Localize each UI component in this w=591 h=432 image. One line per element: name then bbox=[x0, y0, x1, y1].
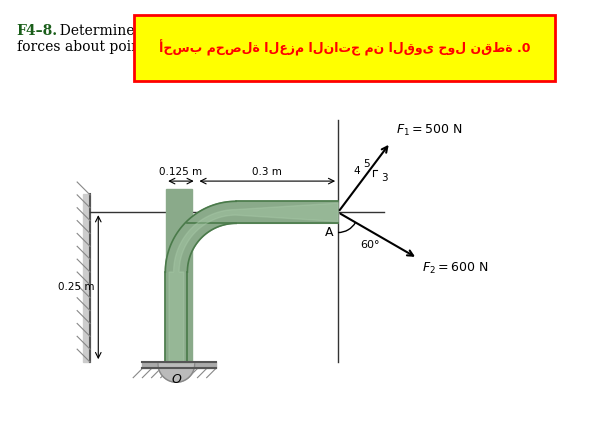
Text: 0.125 m: 0.125 m bbox=[160, 168, 203, 178]
Text: $F_2 = 600$ N: $F_2 = 600$ N bbox=[422, 261, 489, 276]
Text: $F_1 = 500$ N: $F_1 = 500$ N bbox=[396, 123, 462, 138]
Text: A: A bbox=[324, 226, 333, 239]
Polygon shape bbox=[142, 362, 216, 368]
Text: 60°: 60° bbox=[360, 240, 379, 250]
Text: أحسب محصلة العزم الناتج من القوى حول نقطة .0: أحسب محصلة العزم الناتج من القوى حول نقط… bbox=[159, 40, 530, 56]
Polygon shape bbox=[83, 194, 90, 362]
Text: 3: 3 bbox=[381, 173, 388, 183]
Text: F4–8.: F4–8. bbox=[17, 24, 58, 38]
Text: 4: 4 bbox=[353, 166, 360, 176]
Text: Determine the resultant moment produced by the: Determine the resultant moment produced … bbox=[51, 24, 412, 38]
Text: O: O bbox=[171, 373, 181, 386]
Text: 5: 5 bbox=[363, 159, 370, 169]
Text: 0.25 m: 0.25 m bbox=[58, 282, 95, 292]
Polygon shape bbox=[169, 203, 338, 362]
Polygon shape bbox=[166, 189, 192, 362]
Polygon shape bbox=[158, 364, 194, 382]
Text: forces about point O.: forces about point O. bbox=[17, 40, 164, 54]
Text: 0.3 m: 0.3 m bbox=[252, 168, 282, 178]
Polygon shape bbox=[165, 201, 338, 362]
